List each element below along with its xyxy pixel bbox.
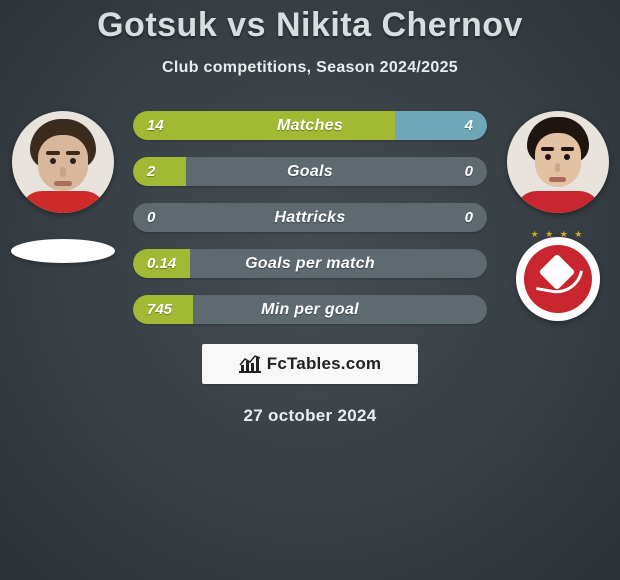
stat-row: 14Matches4 — [133, 111, 487, 140]
right-player-column: ★ ★ ★ ★ — [505, 111, 610, 321]
stat-row: 0.14Goals per match — [133, 249, 487, 278]
stat-value-right: 4 — [413, 117, 473, 134]
date-label: 27 october 2024 — [0, 406, 620, 426]
stat-row: 745Min per goal — [133, 295, 487, 324]
stat-value-right: 0 — [413, 209, 473, 226]
subtitle: Club competitions, Season 2024/2025 — [0, 59, 620, 77]
club-stars-icon: ★ ★ ★ ★ — [516, 229, 600, 240]
stat-value-left: 0.14 — [147, 255, 207, 272]
stat-label: Min per goal — [207, 301, 413, 319]
stat-label: Goals per match — [207, 255, 413, 273]
left-player-avatar — [12, 111, 114, 213]
main-row: 14Matches42Goals00Hattricks00.14Goals pe… — [0, 111, 620, 324]
page-title: Gotsuk vs Nikita Chernov — [0, 6, 620, 45]
stat-row: 2Goals0 — [133, 157, 487, 186]
left-player-column — [10, 111, 115, 263]
stat-row: 0Hattricks0 — [133, 203, 487, 232]
right-club-badge: ★ ★ ★ ★ — [516, 237, 600, 321]
stat-label: Matches — [207, 117, 413, 135]
stat-label: Goals — [207, 163, 413, 181]
stat-value-left: 745 — [147, 301, 207, 318]
bar-chart-icon — [239, 355, 261, 373]
stats-list: 14Matches42Goals00Hattricks00.14Goals pe… — [133, 111, 487, 324]
stat-label: Hattricks — [207, 209, 413, 227]
right-player-avatar — [507, 111, 609, 213]
stat-value-left: 0 — [147, 209, 207, 226]
brand-text: FcTables.com — [267, 354, 382, 374]
comparison-card: Gotsuk vs Nikita Chernov Club competitio… — [0, 0, 620, 580]
left-club-badge — [11, 239, 115, 263]
stat-value-left: 14 — [147, 117, 207, 134]
stat-value-right: 0 — [413, 163, 473, 180]
brand-badge: FcTables.com — [202, 344, 418, 384]
stat-value-left: 2 — [147, 163, 207, 180]
